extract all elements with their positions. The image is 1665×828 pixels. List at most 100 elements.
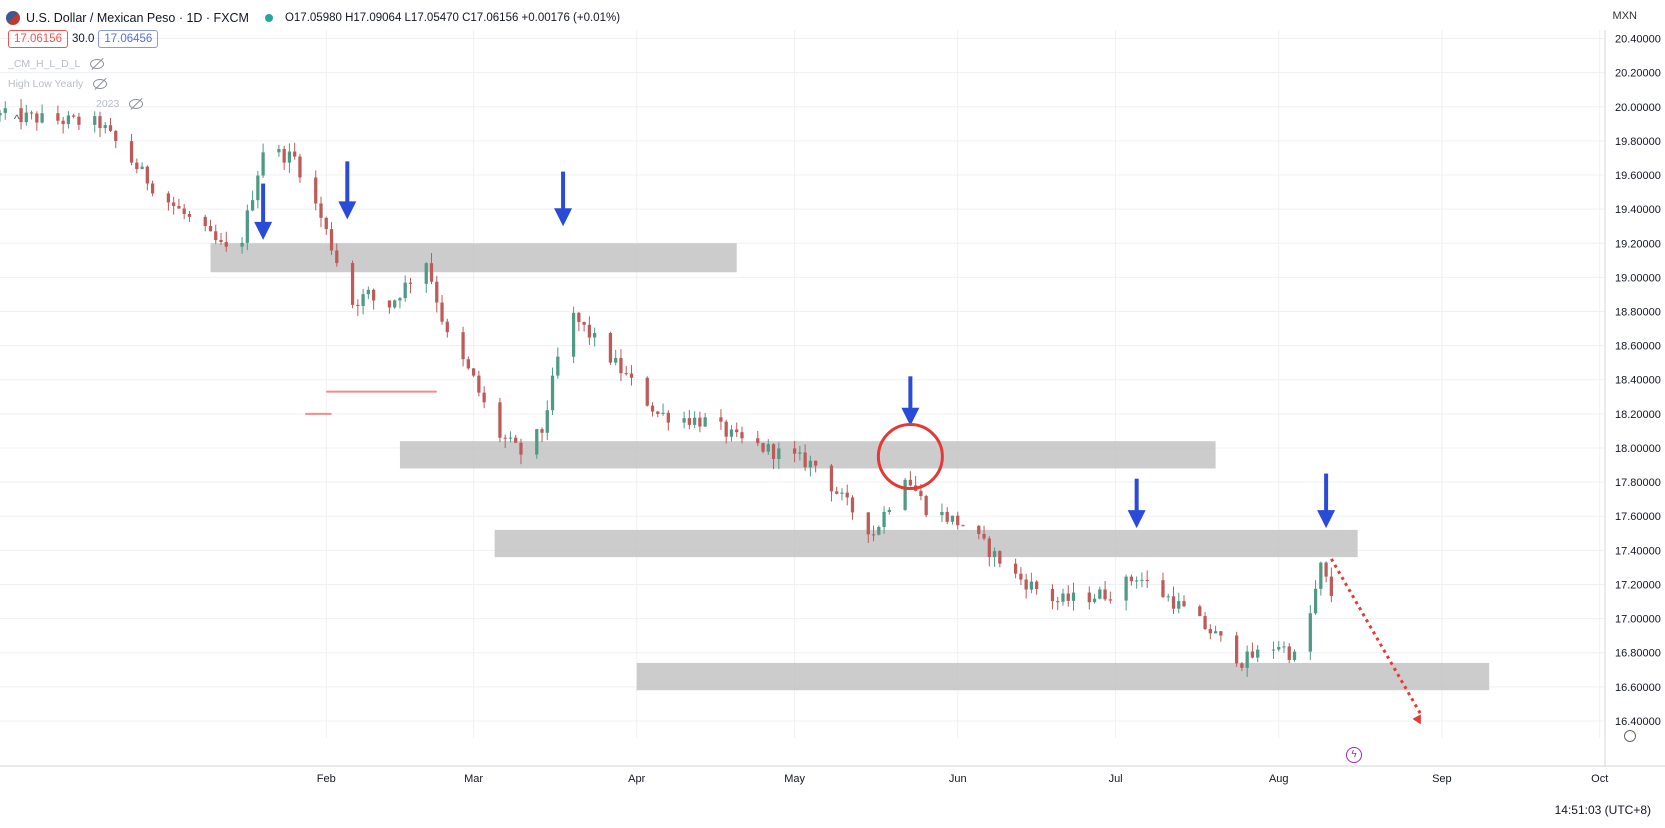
candle-body [1213, 631, 1218, 634]
candle-body [514, 437, 518, 443]
candle-body [982, 533, 986, 539]
candle [1092, 593, 1097, 604]
candle [661, 403, 665, 416]
candle [135, 158, 139, 174]
candle [466, 356, 470, 370]
candle [1177, 592, 1181, 614]
bid-price[interactable]: 17.06156 [8, 30, 68, 48]
candle [1013, 558, 1018, 579]
candle [798, 445, 802, 461]
candle-body [1256, 649, 1260, 658]
candle-body [950, 515, 955, 522]
candle [982, 525, 986, 541]
candle-body [987, 538, 991, 558]
candle-body [1203, 616, 1207, 630]
candle-body [908, 479, 913, 486]
candle-body [1171, 596, 1176, 609]
indicator-cm-hl[interactable]: _CM_H_L_D_L [8, 58, 105, 70]
candle-body [150, 183, 155, 194]
price-tick-label: 20.40000 [1615, 34, 1661, 46]
candle [956, 511, 960, 530]
candle [740, 426, 744, 444]
projection-arrow-head [1412, 714, 1421, 725]
chart-legend-header: U.S. Dollar / Mexican Peso · 1D · FXCM O… [6, 8, 620, 28]
candle [614, 349, 618, 366]
candle-body [35, 113, 39, 123]
indicator-high-low-yearly[interactable]: High Low Yearly [8, 78, 108, 90]
candle [1292, 649, 1297, 662]
candle [987, 536, 991, 567]
lightning-icon[interactable]: ϟ [1346, 747, 1362, 763]
candle-body [1245, 651, 1249, 668]
candle [866, 512, 870, 544]
eye-hidden-icon[interactable] [93, 79, 108, 89]
arrow-head [338, 201, 357, 220]
candle [1145, 570, 1149, 588]
candle-body [1140, 579, 1144, 581]
candle [850, 495, 855, 520]
candle-body [498, 402, 502, 438]
eye-hidden-icon[interactable] [129, 99, 144, 109]
candle-body [350, 263, 355, 305]
eye-hidden-icon[interactable] [90, 59, 105, 69]
candle [461, 326, 465, 367]
candle [224, 231, 228, 252]
candle-body [661, 412, 665, 414]
candle-body [1050, 589, 1055, 602]
collapse-legend-chevron-up-icon[interactable]: ^ [14, 112, 20, 126]
currency-code[interactable]: MXN [1612, 10, 1637, 22]
candle-body [108, 125, 113, 131]
candle-body [766, 444, 770, 452]
candle-body [877, 526, 881, 535]
candle [140, 162, 144, 170]
candle [550, 367, 555, 415]
candle [93, 111, 97, 133]
candle-body [803, 452, 807, 468]
price-tick-label: 19.20000 [1615, 238, 1661, 250]
candle [29, 110, 34, 120]
candle-body [1124, 576, 1128, 601]
candle-body [771, 444, 776, 459]
ask-price[interactable]: 17.06456 [98, 30, 159, 48]
symbol-title[interactable]: U.S. Dollar / Mexican Peso · 1D · FXCM [26, 11, 249, 25]
candle-body [19, 108, 23, 123]
candle-body [250, 200, 255, 211]
candle [282, 145, 286, 170]
price-tick-label: 18.60000 [1615, 341, 1661, 353]
clock-readout[interactable]: 14:51:03 (UTC+8) [1554, 803, 1651, 817]
candle-body [1145, 579, 1149, 581]
candle-body [282, 149, 286, 163]
candle-body [761, 443, 765, 452]
down-arrow-icon [1127, 478, 1146, 529]
settings-gear-icon[interactable] [1624, 730, 1636, 742]
candle [1245, 645, 1249, 677]
candle-body [1271, 649, 1276, 651]
candle [777, 442, 781, 469]
candle-body [1098, 589, 1102, 599]
candle-body [1029, 581, 1034, 590]
spread-value: 30.0 [71, 33, 95, 45]
candle-body [903, 479, 907, 510]
price-tick-label: 18.80000 [1615, 306, 1661, 318]
indicator-year[interactable]: 2023 [96, 98, 144, 110]
down-arrow-icon [254, 183, 273, 240]
candle [503, 434, 507, 448]
candle [692, 411, 697, 429]
candle-body [77, 116, 81, 125]
candle-body [1277, 647, 1281, 650]
candle-body [887, 509, 891, 512]
candle [624, 365, 628, 376]
candle-body [219, 239, 223, 242]
price-tick-label: 17.40000 [1615, 545, 1661, 557]
candle [1171, 586, 1176, 614]
candle-body [719, 417, 723, 422]
candle-body [919, 490, 923, 497]
candle-body [261, 152, 265, 176]
candle-body [956, 515, 960, 526]
candle-body [614, 357, 618, 363]
candle [808, 455, 813, 477]
candle [961, 524, 965, 527]
down-arrow-icon [1317, 473, 1336, 529]
